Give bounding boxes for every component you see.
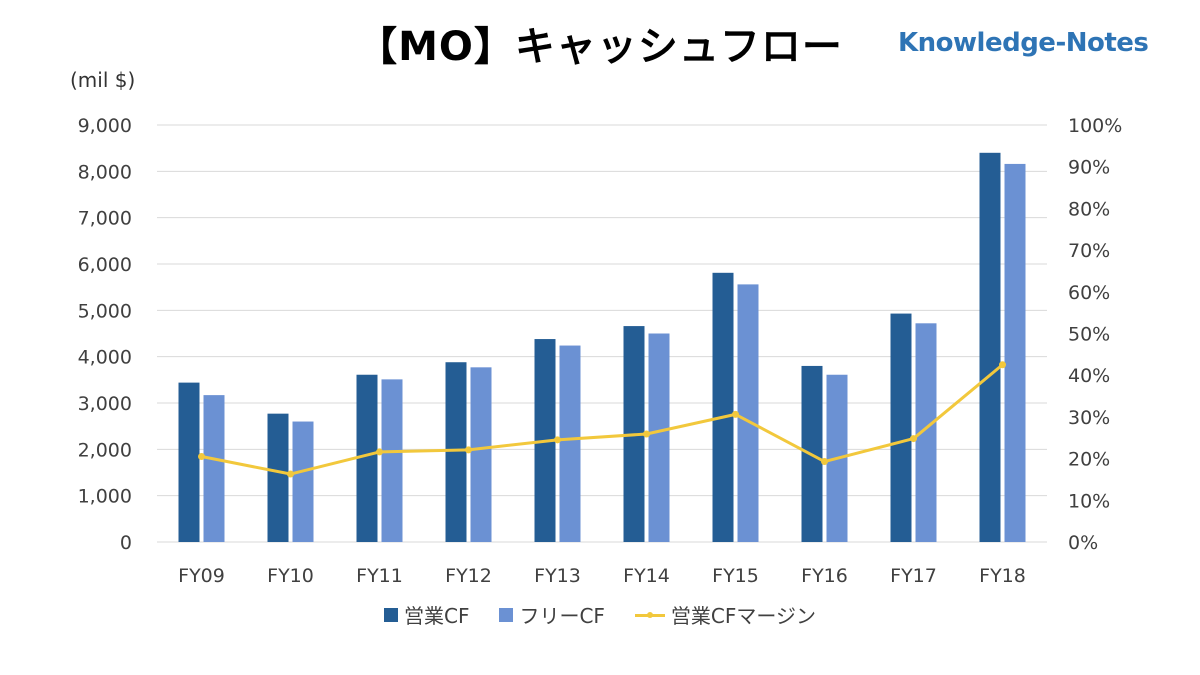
legend-label-free-cf: フリーCF (519, 604, 605, 628)
y-right-tick-label: 60% (1068, 282, 1110, 304)
y-right-tick-label: 90% (1068, 157, 1110, 179)
y-left-tick-label: 3,000 (78, 393, 132, 415)
point-margin (554, 436, 561, 444)
x-tick-label: FY16 (801, 565, 848, 587)
y-left-tick-label: 9,000 (78, 115, 132, 137)
y-left-tick-label: 6,000 (78, 254, 132, 276)
brand-logo: Knowledge-Notes (898, 28, 1149, 58)
y-right-tick-label: 40% (1068, 365, 1110, 387)
legend-label-operating-cf: 営業CF (403, 604, 470, 628)
legend-label-margin: 営業CFマージン (670, 604, 816, 628)
x-tick-label: FY17 (890, 565, 937, 587)
legend-item-margin: 営業CFマージン (634, 600, 816, 629)
point-margin (198, 453, 205, 461)
y-axis-unit-label: (mil $) (70, 68, 136, 92)
point-margin (910, 435, 917, 443)
legend-swatch-free-cf (499, 607, 514, 622)
y-right-tick-label: 70% (1068, 240, 1110, 262)
bar-operating-cf (356, 374, 378, 542)
chart-title: 【MO】キャッシュフロー (357, 24, 843, 70)
y-left-tick-label: 0 (120, 532, 132, 554)
bar-operating-cf (445, 362, 467, 542)
legend-swatch-operating-cf (383, 607, 398, 622)
bar-free-cf (292, 421, 314, 542)
y-right-tick-label: 10% (1068, 490, 1110, 512)
x-tick-label: FY15 (712, 565, 759, 587)
y-right-tick-label: 0% (1068, 532, 1098, 554)
y-right-tick-label: 80% (1068, 198, 1110, 220)
bar-operating-cf (890, 313, 912, 542)
bar-free-cf (203, 395, 225, 542)
line-margin (201, 363, 1004, 476)
x-tick-label: FY12 (445, 565, 492, 587)
y-left-tick-label: 5,000 (78, 300, 132, 322)
y-right-tick-label: 100% (1068, 115, 1122, 137)
x-tick-label: FY11 (356, 565, 403, 587)
point-margin (376, 448, 383, 456)
bar-free-cf (648, 333, 670, 542)
x-tick-label: FY18 (979, 565, 1026, 587)
point-margin (465, 446, 472, 454)
bar-operating-cf (712, 272, 734, 542)
y-left-tick-label: 8,000 (78, 161, 132, 183)
x-tick-label: FY09 (178, 565, 225, 587)
bar-operating-cf (267, 413, 289, 542)
bar-free-cf (737, 284, 759, 542)
bar-free-cf (559, 345, 581, 542)
point-margin (732, 410, 739, 418)
point-margin (999, 361, 1006, 369)
bar-operating-cf (178, 382, 200, 542)
x-tick-label: FY10 (267, 565, 314, 587)
y-right-tick-label: 50% (1068, 324, 1110, 346)
legend-swatch-margin (634, 608, 665, 622)
point-margin (821, 458, 828, 466)
legend-item-operating-cf: 営業CF (383, 600, 470, 629)
bar-operating-cf (979, 152, 1001, 543)
bar-free-cf (915, 323, 937, 542)
legend-item-free-cf: フリーCF (499, 600, 605, 629)
y-left-tick-label: 2,000 (78, 439, 132, 461)
bar-free-cf (1004, 163, 1026, 543)
y-left-tick-label: 1,000 (78, 486, 132, 508)
point-margin (287, 470, 294, 478)
x-tick-label: FY13 (534, 565, 581, 587)
bar-free-cf (470, 367, 492, 542)
chart-legend: 営業CF フリーCF 営業CFマージン (0, 600, 1200, 629)
y-left-tick-label: 4,000 (78, 347, 132, 369)
y-right-tick-label: 20% (1068, 449, 1110, 471)
x-tick-label: FY14 (623, 565, 670, 587)
y-right-tick-label: 30% (1068, 407, 1110, 429)
bar-free-cf (381, 379, 403, 542)
y-left-tick-label: 7,000 (78, 208, 132, 230)
point-margin (643, 430, 650, 438)
